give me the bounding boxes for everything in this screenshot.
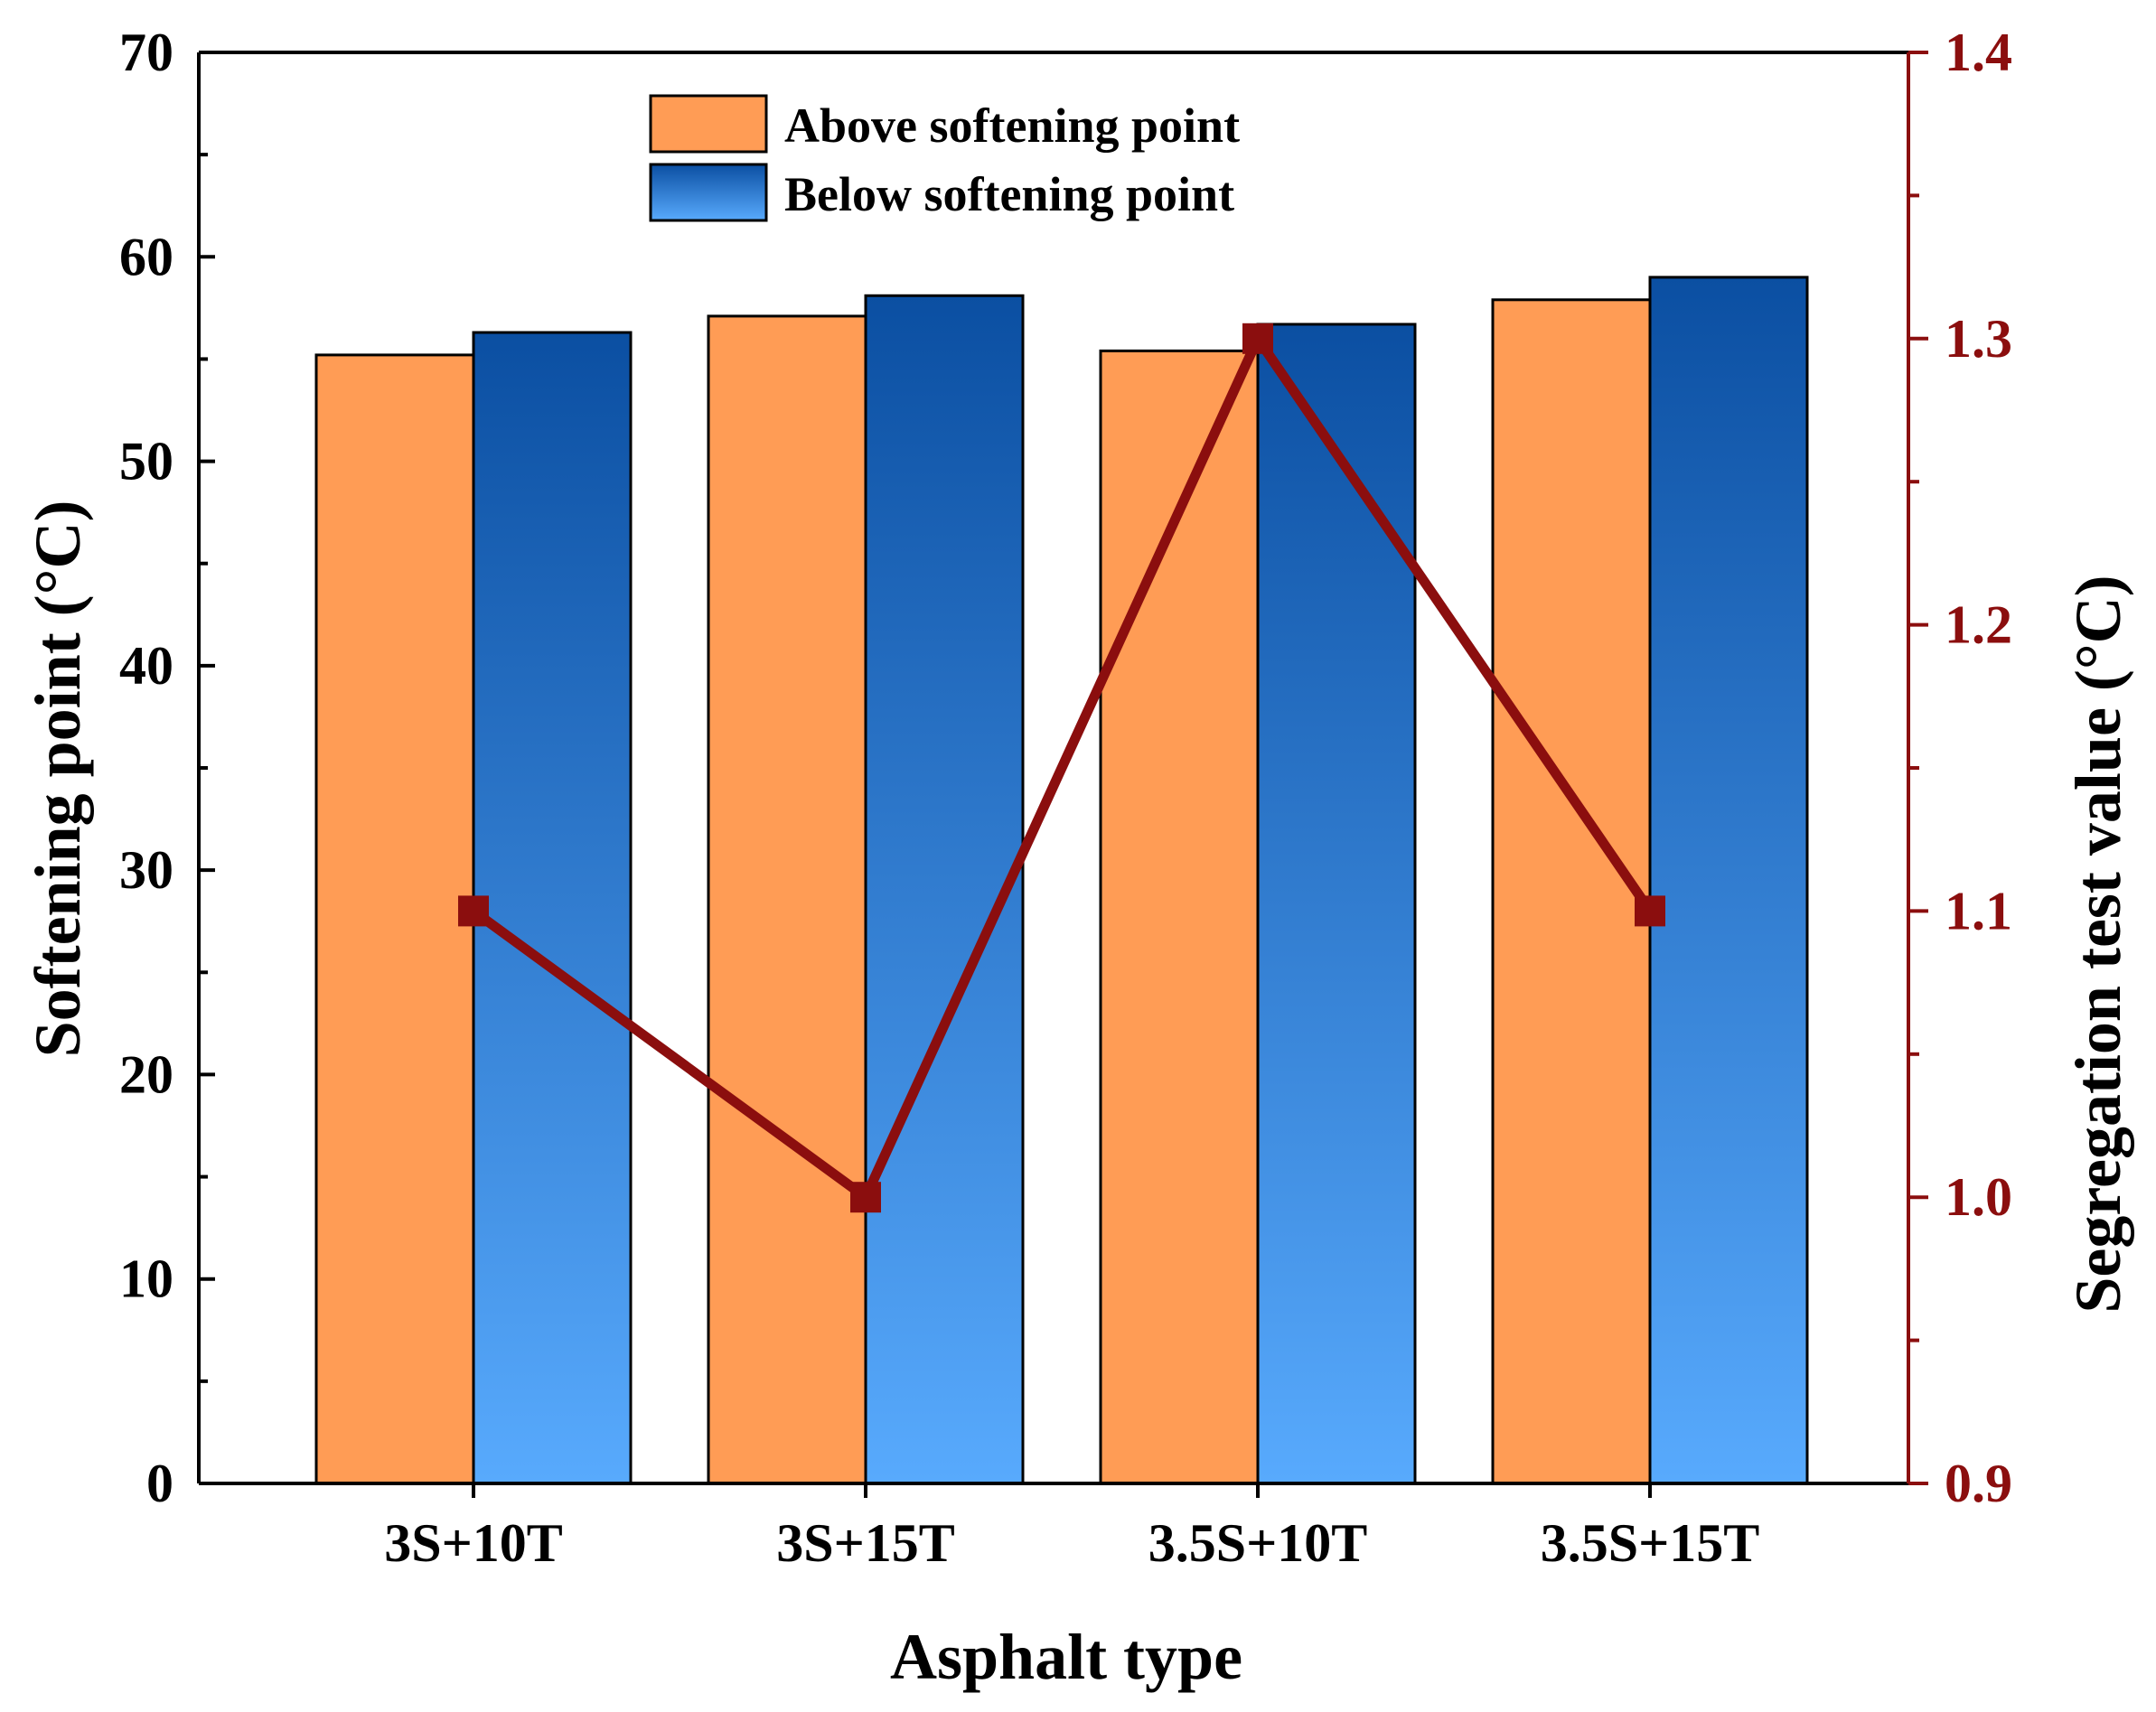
y-axis-title: Softening point (°C) (22, 501, 94, 1058)
legend-swatch-above (649, 94, 768, 154)
y-tick-label: 20 (119, 1044, 173, 1104)
y2-tick-label: 1.4 (1945, 23, 2012, 82)
segregation-point-3 (1242, 323, 1273, 354)
x-tick-label: 3.5S+10T (1148, 1513, 1368, 1573)
legend-label-below: Below softening point (784, 167, 1234, 221)
bar-above-1 (314, 353, 475, 1485)
bar-above-4 (1491, 298, 1652, 1485)
x-tick-label: 3S+10T (384, 1513, 563, 1573)
y2-tick-label: 1.0 (1945, 1167, 2012, 1227)
y-tick-label: 30 (119, 840, 173, 900)
x-tick-label: 3.5S+15T (1541, 1513, 1760, 1573)
bar-below-2 (864, 294, 1025, 1485)
legend-swatch-below (649, 163, 768, 222)
y-tick-label: 40 (119, 636, 173, 696)
bar-below-3 (1256, 323, 1417, 1485)
y2-axis-title: Segregation test value (°C) (2062, 575, 2134, 1313)
segregation-line (470, 328, 1654, 1205)
y2-tick-label: 1.1 (1945, 881, 2012, 940)
segregation-point-1 (458, 895, 489, 927)
segregation-point-4 (1635, 895, 1665, 927)
bar-below-1 (472, 331, 633, 1485)
y2-tick-label: 0.9 (1945, 1454, 2012, 1513)
y-tick-label: 50 (119, 432, 173, 491)
segregation-point-2 (850, 1182, 881, 1213)
bar-below-4 (1648, 276, 1809, 1485)
y-tick-label: 70 (119, 23, 173, 82)
segregation-line-layer (458, 323, 1665, 1213)
x-axis-title: Asphalt type (890, 1621, 1242, 1693)
y-tick-label: 0 (146, 1454, 173, 1513)
bars-layer (314, 276, 1809, 1485)
axes-layer: 0 10 20 30 40 50 60 70 0.9 1.0 1.1 1.2 1.3 1.4 3S+10T 3… (119, 23, 2012, 1573)
x-tick-label: 3S+15T (776, 1513, 955, 1573)
y-tick-label: 60 (119, 227, 173, 286)
y2-tick-label: 1.3 (1945, 309, 2012, 369)
bar-above-2 (707, 314, 867, 1485)
bar-above-3 (1099, 349, 1260, 1485)
y-tick-label: 10 (119, 1249, 173, 1309)
y2-tick-label: 1.2 (1945, 595, 2012, 655)
legend-label-above: Above softening point (784, 98, 1240, 153)
legend: Above softening point Below softening po… (649, 94, 1240, 222)
